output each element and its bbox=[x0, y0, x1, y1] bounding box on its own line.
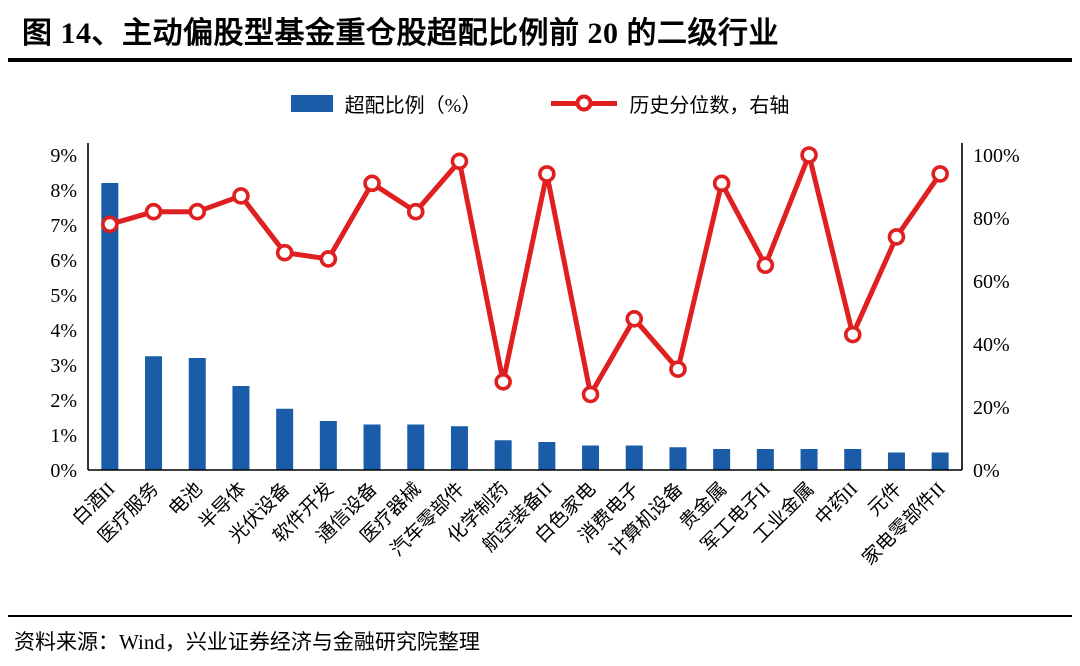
bar-中药II bbox=[844, 449, 862, 470]
chart-area: 0% 1% 2% 3% 4% 5% 6% 7% 8% 9% 0% 20% 40% 60% 80% 100% 白酒… bbox=[0, 120, 1080, 607]
legend-item-historical-percentile: 历史分位数，右轴 bbox=[551, 89, 789, 118]
line-marker-航空装备II bbox=[538, 165, 556, 183]
line-marker-工业金属 bbox=[800, 146, 818, 164]
left-axis-tick-label: 7% bbox=[50, 215, 77, 237]
left-axis-tick-label: 2% bbox=[50, 390, 77, 412]
bar-家电零部件II bbox=[931, 452, 949, 470]
line-marker-光伏设备 bbox=[275, 243, 294, 262]
line-marker-贵金属 bbox=[712, 174, 731, 193]
bar-贵金属 bbox=[713, 449, 731, 470]
bar-消费电子 bbox=[625, 445, 643, 470]
source-block: 资料来源：Wind，兴业证券经济与金融研究院整理 bbox=[8, 615, 1072, 656]
bar-series-swatch bbox=[290, 94, 333, 112]
line-marker-半导体 bbox=[232, 187, 250, 205]
line-marker-消费电子 bbox=[625, 310, 644, 328]
line-marker-医疗服务 bbox=[144, 202, 163, 221]
line-marker-icon bbox=[575, 94, 593, 112]
bar-军工电子II bbox=[756, 449, 774, 470]
line-marker-军工电子II bbox=[756, 256, 775, 275]
bar-通信设备 bbox=[363, 424, 381, 470]
figure-title-block: 图 14、主动偏股型基金重仓股超配比例前 20 的二级行业 bbox=[8, 0, 1072, 62]
bar-航空装备II bbox=[538, 442, 556, 470]
line-marker-软件开发 bbox=[319, 250, 338, 268]
legend-line-label: 历史分位数，右轴 bbox=[629, 94, 790, 117]
left-axis-tick-label: 4% bbox=[50, 320, 77, 342]
line-marker-化学制药 bbox=[494, 372, 512, 391]
legend-bar-label: 超配比例（%） bbox=[344, 94, 482, 117]
legend-item-overweight-ratio: 超配比例（%） bbox=[290, 89, 482, 118]
line-marker-汽车零部件 bbox=[450, 152, 469, 171]
bar-白酒II bbox=[101, 183, 119, 470]
category-label-中药II: 中药II bbox=[811, 478, 862, 529]
left-axis-tick-label: 9% bbox=[50, 145, 77, 167]
left-axis-tick-label: 6% bbox=[50, 250, 77, 272]
line-marker-电池 bbox=[188, 202, 207, 221]
chart-legend: 超配比例（%） 历史分位数，右轴 bbox=[0, 88, 1080, 118]
right-axis-tick-label: 0% bbox=[973, 460, 1000, 482]
right-axis-tick-label: 40% bbox=[973, 334, 1010, 356]
source-text: 资料来源：Wind，兴业证券经济与金融研究院整理 bbox=[14, 630, 480, 654]
line-marker-医疗器械 bbox=[406, 202, 425, 221]
left-axis-tick-label: 0% bbox=[50, 460, 77, 482]
figure-title: 图 14、主动偏股型基金重仓股超配比例前 20 的二级行业 bbox=[22, 17, 779, 50]
bar-白色家电 bbox=[582, 445, 600, 470]
line-marker-计算机设备 bbox=[669, 360, 687, 378]
right-axis-tick-label: 60% bbox=[973, 271, 1010, 293]
left-axis-tick-label: 1% bbox=[50, 425, 77, 447]
line-marker-家电零部件II bbox=[931, 165, 949, 183]
left-axis-tick-label: 8% bbox=[50, 180, 77, 202]
dual-axis-bar-line-chart: 0%1%2%3%4%5%6%7%8%9%0%20%40%60%80%100%白酒… bbox=[50, 143, 1020, 570]
bar-化学制药 bbox=[494, 440, 512, 470]
line-marker-白色家电 bbox=[581, 385, 600, 404]
bar-工业金属 bbox=[800, 449, 818, 470]
left-axis-tick-label: 3% bbox=[50, 355, 77, 377]
left-axis-tick-label: 5% bbox=[50, 285, 77, 307]
right-axis-tick-label: 80% bbox=[973, 208, 1010, 230]
bar-医疗器械 bbox=[407, 424, 425, 470]
bar-元件 bbox=[887, 452, 905, 470]
line-marker-通信设备 bbox=[363, 174, 381, 193]
bar-计算机设备 bbox=[669, 447, 687, 470]
bar-半导体 bbox=[232, 386, 250, 470]
line-marker-元件 bbox=[887, 228, 906, 246]
bar-光伏设备 bbox=[276, 408, 294, 470]
bar-电池 bbox=[188, 358, 206, 470]
bar-医疗服务 bbox=[145, 356, 163, 470]
bar-软件开发 bbox=[319, 421, 337, 470]
bar-汽车零部件 bbox=[450, 426, 468, 470]
line-series-swatch bbox=[551, 94, 618, 112]
right-axis-tick-label: 100% bbox=[973, 145, 1020, 167]
right-axis-tick-label: 20% bbox=[973, 397, 1010, 419]
line-marker-中药II bbox=[843, 325, 862, 344]
line-marker-白酒II bbox=[101, 215, 119, 234]
percentile-line bbox=[107, 152, 943, 397]
